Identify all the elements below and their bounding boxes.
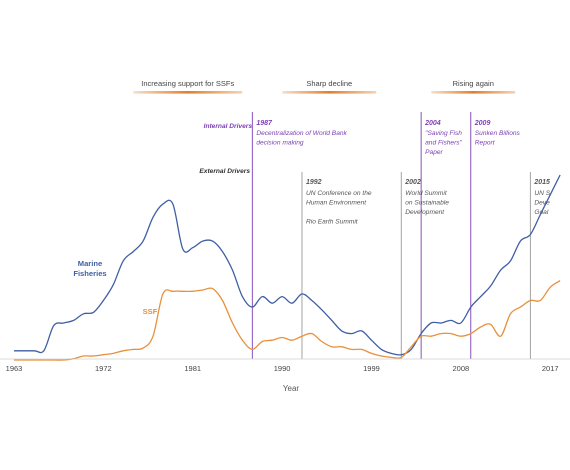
phase-bar xyxy=(133,91,243,94)
event-year: 2009 xyxy=(474,120,491,127)
series-label: Marine xyxy=(78,259,102,268)
event-2002: 2002 World Summit on Sustainable Developmen… xyxy=(400,172,449,359)
event-year: 2015 xyxy=(533,179,550,186)
x-tick-label: 1990 xyxy=(274,364,291,373)
event-text: Development xyxy=(405,209,445,216)
x-tick-label: 1981 xyxy=(184,364,201,373)
x-tick-label: 2008 xyxy=(453,364,470,373)
phase-bar xyxy=(282,91,377,94)
series-line xyxy=(14,280,561,361)
event-1987: 1987 Decentralization of World Bank decisi… xyxy=(251,112,348,359)
event-text: Paper xyxy=(425,149,443,156)
series-line xyxy=(13,174,561,356)
event-text: and Fishers" xyxy=(425,140,462,147)
event-year: 1987 xyxy=(256,120,273,127)
phase-label: Rising again xyxy=(453,79,494,88)
event-1992: 1992 UN Conference on the Human Environmen… xyxy=(301,172,372,359)
event-text: "Saving Fish xyxy=(425,130,462,137)
event-text: Report xyxy=(475,140,496,147)
event-text: World Summit xyxy=(405,190,448,197)
series-label: Fisheries xyxy=(73,269,106,278)
x-axis-title: Year xyxy=(283,384,300,393)
event-2004: 2004 "Saving Fish and Fishers" Paper xyxy=(420,112,463,359)
series-1: SSF xyxy=(14,280,561,361)
phase-label: Increasing support for SSFs xyxy=(141,79,234,88)
event-text: decision making xyxy=(256,140,304,147)
phase-1: Sharp decline xyxy=(282,79,377,94)
event-text: Deve xyxy=(534,200,550,207)
x-tick-label: 1972 xyxy=(95,364,112,373)
x-axis-ticks: 1963 1972 1981 1990 1999 2008 2017 xyxy=(6,364,559,373)
event-markers: 1987 Decentralization of World Bank decisi… xyxy=(251,112,551,359)
phase-bands: Increasing support for SSFs Sharp decline… xyxy=(133,79,516,94)
event-2009: 2009 Sunken Billions Report xyxy=(470,112,521,359)
internal-drivers-label: Internal Drivers xyxy=(204,123,253,130)
phase-0: Increasing support for SSFs xyxy=(133,79,243,94)
event-year: 2004 xyxy=(424,120,441,127)
event-text: Decentralization of World Bank xyxy=(256,130,347,137)
event-text: UN Conference on the xyxy=(306,190,372,197)
x-tick-label: 1963 xyxy=(6,364,23,373)
event-text: Sunken Billions xyxy=(475,130,521,137)
event-year: 2002 xyxy=(404,179,421,186)
phase-label: Sharp decline xyxy=(306,79,352,88)
event-text: UN S xyxy=(534,190,550,197)
x-tick-label: 1999 xyxy=(363,364,380,373)
event-year: 1992 xyxy=(306,179,322,186)
phase-bar xyxy=(431,91,516,94)
phase-2: Rising again xyxy=(431,79,516,94)
event-text: Human Environment xyxy=(306,200,367,207)
external-drivers-label: External Drivers xyxy=(199,168,250,175)
x-tick-label: 2017 xyxy=(542,364,559,373)
event-text: on Sustainable xyxy=(405,200,449,207)
event-text: Rio Earth Summit xyxy=(306,219,359,226)
series-label: SSF xyxy=(143,307,158,316)
